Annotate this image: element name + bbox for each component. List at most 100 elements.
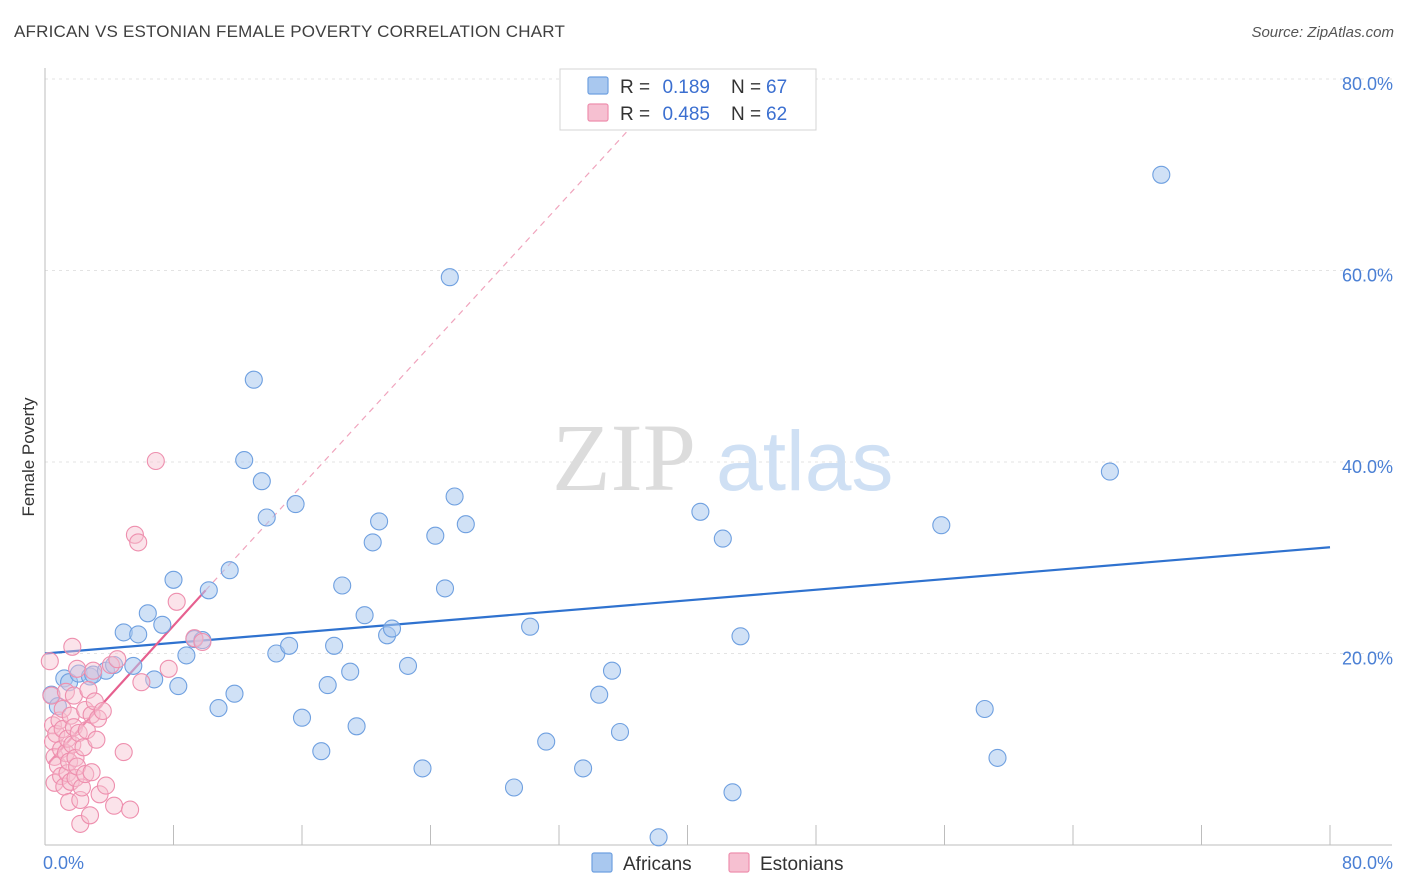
point-estonians-0: [40, 652, 59, 671]
point-africans-52: [537, 732, 556, 751]
point-estonians-59: [167, 592, 186, 611]
point-estonians-5: [45, 773, 64, 792]
point-estonians-58: [159, 659, 178, 678]
point-estonians-27: [66, 768, 85, 788]
axes: [44, 68, 1392, 846]
point-estonians-57: [146, 451, 165, 471]
legend-r-label-africans: R =: [620, 77, 650, 98]
grid-lines: [45, 78, 1392, 654]
point-africans-25: [244, 370, 263, 389]
trend-line-africans: [44, 546, 1331, 655]
point-estonians-44: [87, 730, 106, 749]
point-africans-21: [209, 699, 228, 718]
point-africans-29: [280, 636, 299, 655]
point-africans-56: [610, 722, 630, 742]
point-africans-20: [199, 581, 218, 600]
point-estonians-36: [76, 765, 95, 784]
point-africans-59: [713, 529, 732, 548]
point-africans-35: [333, 576, 352, 595]
watermark-atlas: atlas: [716, 414, 893, 508]
point-africans-10: [124, 656, 143, 675]
point-africans-50: [504, 778, 524, 797]
point-africans-42: [382, 619, 402, 638]
point-africans-57: [649, 828, 668, 847]
point-africans-46: [435, 579, 455, 598]
point-africans-60: [723, 783, 742, 802]
point-estonians-23: [63, 637, 82, 656]
legend-r-value-africans: 0.189: [662, 77, 710, 98]
point-africans-27: [257, 508, 276, 527]
point-africans-55: [602, 661, 622, 680]
point-africans-40: [370, 512, 389, 531]
point-estonians-41: [82, 763, 101, 782]
trend-extension-estonians: [205, 126, 632, 591]
point-estonians-33: [72, 778, 91, 797]
point-africans-66: [1152, 165, 1171, 184]
point-estonians-52: [114, 743, 133, 762]
point-africans-58: [691, 502, 710, 521]
series-legend-swatch-estonians: [728, 852, 750, 873]
y-tick-label-2: 60.0%: [1342, 266, 1393, 286]
point-estonians-1: [42, 686, 61, 705]
point-estonians-51: [108, 650, 127, 669]
point-africans-53: [574, 759, 593, 778]
point-africans-47: [440, 268, 459, 287]
point-estonians-42: [84, 661, 103, 680]
y-tick-label-1: 40.0%: [1342, 457, 1393, 477]
zipatlas-watermark: ZIP atlas: [552, 404, 893, 511]
point-africans-23: [225, 684, 244, 703]
point-estonians-29: [68, 659, 87, 678]
point-africans-1: [48, 697, 67, 716]
point-africans-54: [590, 685, 609, 704]
point-africans-24: [235, 451, 254, 470]
point-africans-65: [1100, 462, 1119, 481]
legend-r-value-estonians: 0.485: [662, 104, 710, 125]
point-estonians-38: [79, 680, 98, 699]
point-africans-12: [138, 604, 157, 623]
series-legend-label-africans: Africans: [623, 854, 692, 875]
chart-title: AFRICAN VS ESTONIAN FEMALE POVERTY CORRE…: [14, 22, 566, 41]
point-africans-33: [318, 676, 337, 695]
point-africans-43: [398, 656, 418, 675]
point-estonians-53: [121, 800, 140, 819]
point-africans-38: [355, 606, 374, 625]
point-africans-17: [177, 646, 196, 665]
point-estonians-16: [58, 729, 77, 748]
correlation-legend: R = 0.189 N = 67 R = 0.485 N = 62: [559, 68, 817, 131]
point-africans-30: [286, 495, 305, 514]
point-africans-11: [129, 625, 148, 644]
point-estonians-56: [132, 673, 151, 692]
legend-n-label-africans: N =: [731, 77, 761, 98]
point-africans-49: [456, 515, 475, 534]
point-estonians-55: [129, 533, 148, 552]
point-africans-34: [325, 636, 344, 655]
point-africans-26: [252, 472, 271, 491]
point-africans-32: [312, 742, 331, 761]
point-africans-39: [363, 533, 382, 552]
y-axis-label: Female Poverty: [19, 397, 38, 517]
x-tick-label-1: 80.0%: [1342, 853, 1393, 873]
point-africans-51: [521, 617, 540, 636]
legend-n-label-estonians: N =: [731, 104, 761, 125]
point-africans-15: [164, 570, 183, 589]
point-estonians-19: [60, 792, 79, 811]
point-africans-45: [426, 526, 445, 545]
watermark-zip: ZIP: [552, 404, 696, 511]
point-estonians-47: [93, 701, 112, 721]
point-africans-61: [731, 627, 750, 646]
point-africans-64: [988, 748, 1007, 767]
point-africans-16: [169, 677, 188, 696]
point-africans-31: [292, 708, 312, 727]
legend-n-value-africans: 67: [766, 77, 787, 98]
tick-labels: 20.0% 40.0% 60.0% 80.0% 0.0% 80.0%: [43, 74, 1393, 873]
scatter-points: [40, 165, 1171, 847]
point-africans-36: [341, 662, 360, 681]
y-tick-label-0: 20.0%: [1342, 649, 1393, 669]
y-tick-label-3: 80.0%: [1342, 74, 1393, 94]
point-estonians-61: [193, 632, 212, 652]
chart-source: Source: ZipAtlas.com: [1251, 24, 1394, 41]
point-estonians-50: [105, 796, 124, 815]
point-africans-14: [153, 615, 172, 634]
point-africans-63: [975, 699, 994, 719]
